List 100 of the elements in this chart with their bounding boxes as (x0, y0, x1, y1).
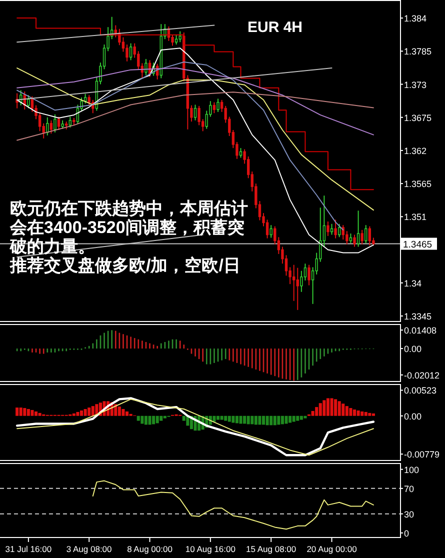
y-tick-label: 1.3565 (404, 179, 432, 190)
bar (258, 416, 262, 425)
x-tick-label: 8 Aug 00:00 (127, 544, 173, 554)
candlestick (360, 229, 364, 245)
bar (72, 413, 76, 416)
bar (360, 411, 364, 416)
bar (232, 416, 235, 423)
y-tick-label: 1.3675 (404, 112, 432, 123)
bar (19, 408, 22, 416)
bar (322, 400, 326, 416)
candlestick (296, 267, 299, 310)
bar (342, 404, 345, 416)
candlestick (216, 98, 220, 112)
bar (364, 412, 368, 416)
text: EUR 4H (247, 19, 303, 36)
bar (372, 413, 375, 416)
bar (228, 416, 231, 422)
candlestick (174, 34, 178, 46)
candlestick (194, 104, 197, 121)
bar (311, 410, 314, 416)
y-tick-label: 1.351 (404, 212, 427, 222)
y-tick-label: 1.362 (404, 146, 427, 156)
candlestick (68, 116, 72, 128)
bar (80, 410, 84, 416)
candlestick (368, 226, 372, 246)
bar (23, 408, 26, 416)
bar (224, 416, 228, 421)
candlestick (198, 105, 200, 126)
bar (345, 406, 348, 416)
bar (88, 408, 91, 416)
bar (254, 416, 258, 425)
bar (273, 416, 276, 426)
bar (250, 416, 254, 424)
bar (356, 410, 360, 416)
candlestick (330, 223, 334, 236)
y-tick-label: 1.3345 (404, 311, 432, 322)
bar (84, 409, 87, 416)
candlestick (27, 94, 30, 109)
candlestick (212, 102, 216, 114)
bar (160, 416, 163, 421)
x-tick-label: 31 Jul 16:00 (5, 544, 52, 554)
bar (144, 416, 148, 425)
line-series (16, 68, 374, 136)
bar (163, 416, 166, 418)
bar (122, 409, 125, 416)
bar (114, 404, 118, 416)
bar (34, 411, 38, 416)
candlestick (126, 44, 128, 62)
bar (292, 416, 296, 422)
candlestick (334, 219, 337, 239)
x-tick-label: 15 Aug 08:00 (246, 544, 296, 554)
y-tick-label: 0.00523 (404, 386, 437, 396)
y-tick-label: 1.384 (404, 14, 427, 24)
bar (76, 412, 80, 416)
candlestick (346, 230, 348, 245)
bar (270, 416, 273, 426)
candlestick (57, 116, 60, 131)
candlestick (54, 114, 56, 133)
bar (334, 399, 338, 416)
bar (239, 416, 242, 424)
candlestick (364, 224, 368, 244)
y-tick-label: -0.00779 (404, 450, 440, 460)
candlestick (356, 210, 360, 248)
bar (26, 409, 30, 416)
candlestick (50, 120, 53, 134)
bar (326, 398, 330, 416)
y-tick-label: 0.00 (404, 411, 422, 422)
bar (330, 398, 334, 416)
candlestick (326, 220, 330, 236)
bar (296, 416, 300, 421)
y-tick-label: 70 (404, 484, 414, 494)
bar (140, 416, 144, 424)
bar (38, 412, 42, 416)
bar (126, 411, 129, 416)
bar (266, 416, 269, 426)
candlestick (178, 30, 182, 43)
bar (318, 403, 322, 416)
bar (277, 416, 280, 425)
bar (280, 416, 284, 424)
bar (262, 416, 266, 425)
bar (148, 416, 152, 425)
candlestick (137, 50, 140, 70)
bar (235, 416, 238, 424)
bar (243, 416, 246, 424)
bar (338, 401, 341, 416)
bar (304, 416, 307, 418)
bar (216, 416, 220, 420)
line-series (92, 480, 374, 530)
candlestick (30, 96, 34, 112)
candlestick (129, 42, 132, 61)
bar (91, 406, 94, 416)
bar (16, 408, 19, 416)
bar (246, 416, 250, 424)
candlestick (292, 264, 296, 302)
candlestick (338, 223, 341, 238)
candlestick (349, 233, 352, 244)
bar (288, 416, 292, 423)
y-tick-label: 1.373 (404, 80, 427, 90)
candlestick (308, 264, 310, 286)
x-tick-label: 10 Aug 16:00 (185, 544, 236, 554)
